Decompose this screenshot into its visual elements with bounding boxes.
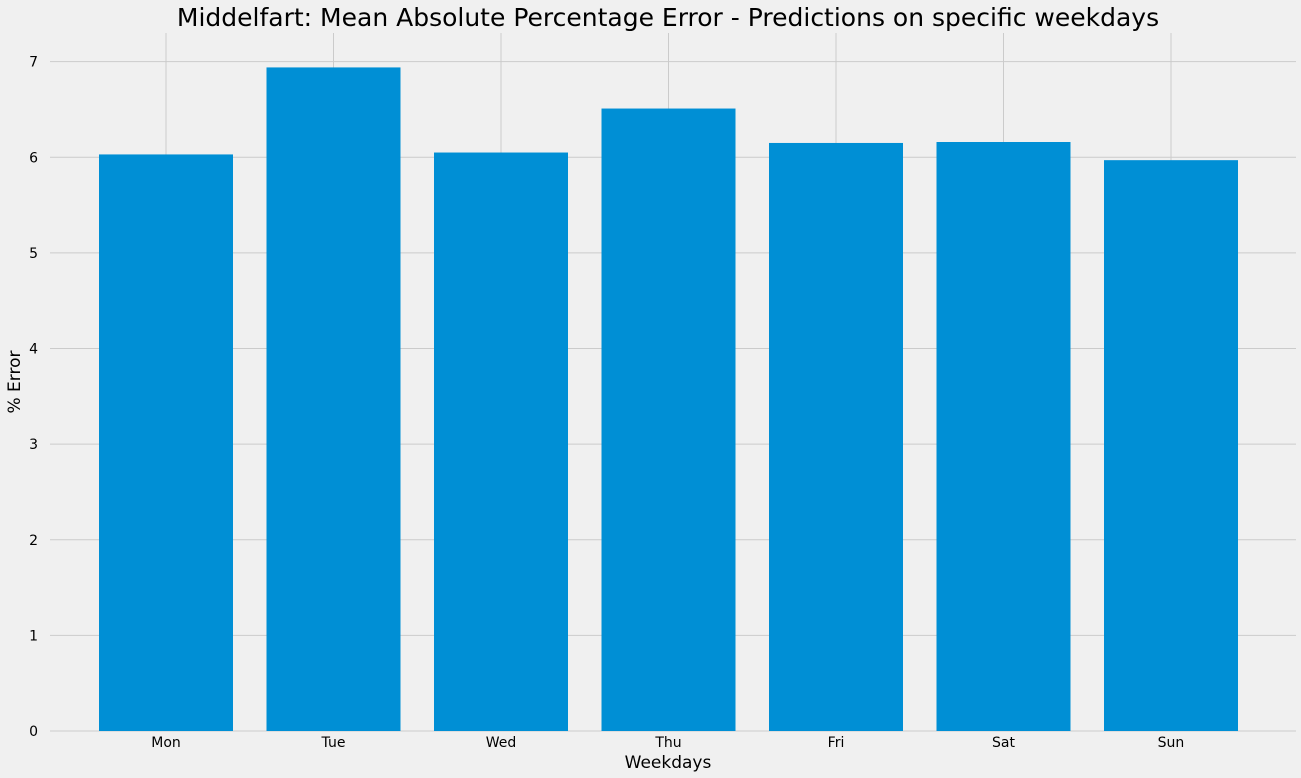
x-tick-labels: Mon Tue Wed Thu Fri Sat Sun (151, 735, 1184, 751)
x-tick-label: Thu (654, 735, 681, 751)
y-tick-label: 6 (29, 150, 38, 166)
y-tick-label: 4 (29, 342, 38, 358)
y-tick-label: 5 (29, 246, 38, 262)
x-tick-label: Wed (486, 735, 517, 751)
bar-fri (769, 142, 903, 731)
bar-wed (434, 152, 568, 731)
bar-mon (99, 154, 233, 732)
bar-sun (1104, 160, 1238, 731)
bars (99, 67, 1238, 732)
y-tick-label: 0 (29, 724, 38, 740)
y-tick-label: 1 (29, 628, 38, 644)
y-tick-label: 3 (29, 437, 38, 453)
x-tick-label: Sat (992, 735, 1015, 751)
x-tick-label: Mon (151, 735, 181, 751)
y-tick-label: 2 (29, 533, 38, 549)
bar-sat (936, 142, 1071, 731)
x-tick-label: Fri (828, 735, 845, 751)
y-tick-label: 7 (29, 55, 38, 71)
y-axis-label: % Error (5, 350, 25, 413)
x-tick-label: Sun (1158, 735, 1185, 751)
chart-title: Middelfart: Mean Absolute Percentage Err… (177, 3, 1159, 32)
y-tick-labels: 0 1 2 3 4 5 6 7 (29, 55, 38, 740)
x-tick-label: Tue (321, 735, 346, 751)
x-axis-label: Weekdays (625, 753, 712, 773)
bar-tue (266, 67, 401, 731)
bar-thu (601, 108, 736, 731)
